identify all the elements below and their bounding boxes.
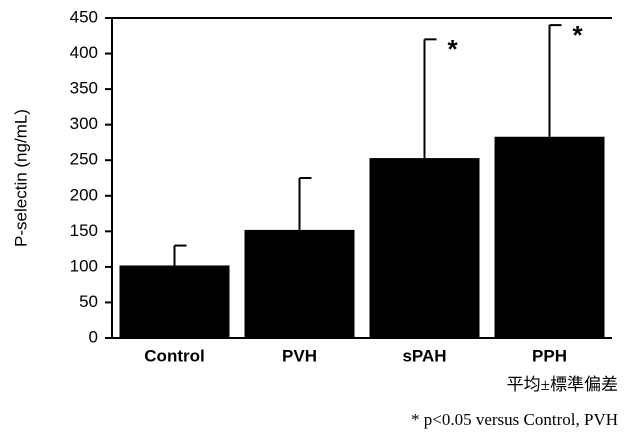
footnote: 平均±標準偏差 (507, 375, 618, 394)
significance-marker: * (572, 20, 583, 50)
y-tick-label: 350 (70, 79, 98, 98)
x-tick-label: sPAH (402, 346, 446, 365)
x-tick-label: PPH (532, 346, 567, 365)
y-tick-label: 150 (70, 221, 98, 240)
y-tick-label: 200 (70, 185, 98, 204)
y-tick-label: 450 (70, 7, 98, 26)
y-tick-label: 0 (89, 327, 98, 346)
y-tick-label: 100 (70, 256, 98, 275)
y-tick-label: 400 (70, 43, 98, 62)
x-tick-label: Control (144, 346, 204, 365)
y-axis-title: P-selectin (ng/mL) (11, 109, 30, 247)
bar (119, 265, 230, 338)
bar (369, 158, 480, 338)
y-tick-label: 300 (70, 114, 98, 133)
bar (244, 229, 355, 338)
y-tick-label: 250 (70, 150, 98, 169)
bar (494, 136, 605, 338)
x-tick-label: PVH (282, 346, 317, 365)
significance-marker: * (447, 34, 458, 64)
y-tick-label: 50 (79, 292, 98, 311)
footnote: * p<0.05 versus Control, PVH (411, 410, 618, 429)
